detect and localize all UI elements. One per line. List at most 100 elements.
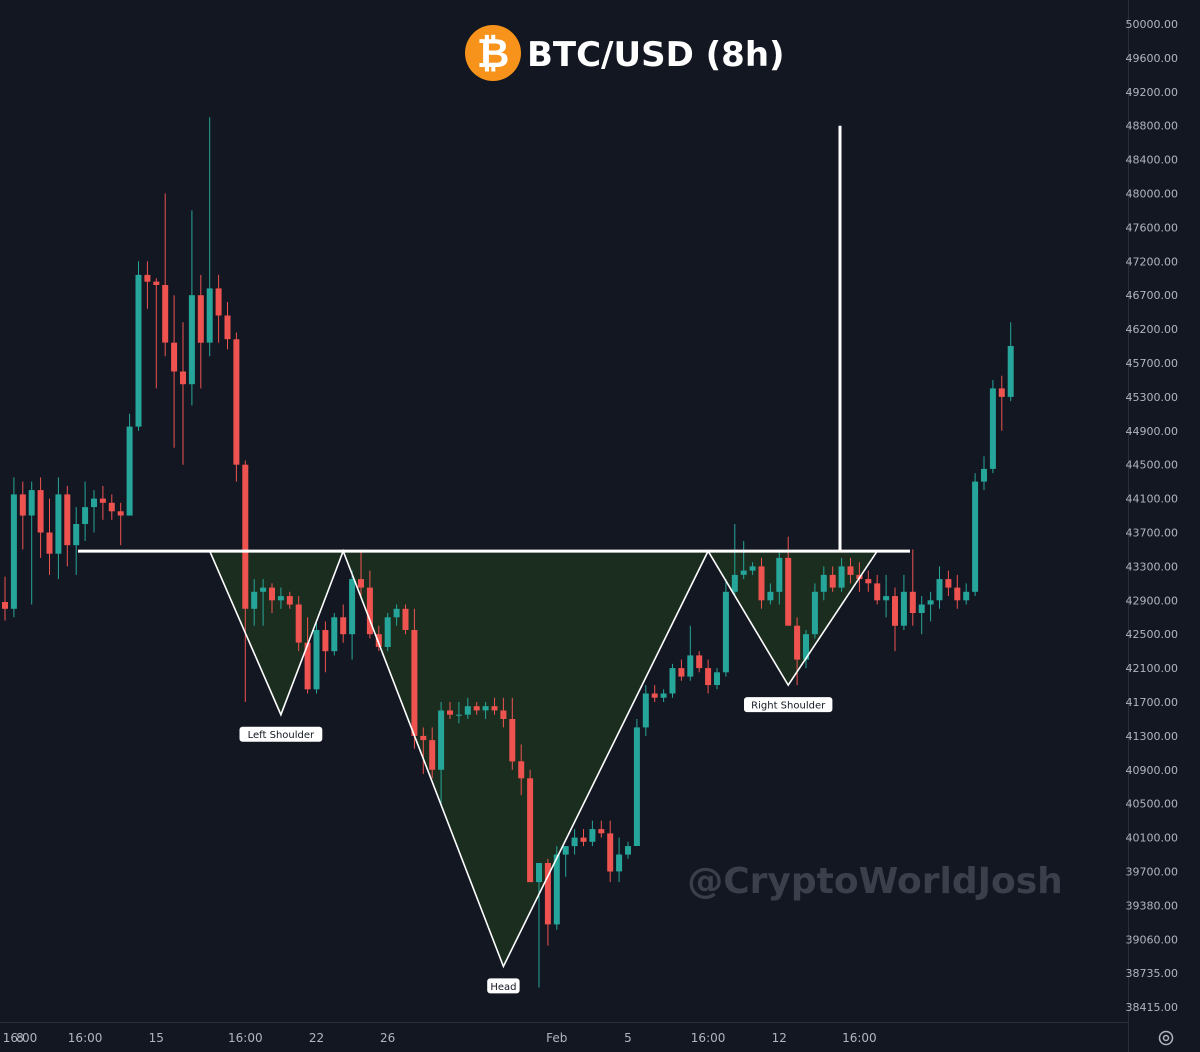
- price-tick-label: 45700.00: [1126, 357, 1179, 370]
- candle-body: [829, 574, 836, 588]
- candle-body: [936, 579, 943, 601]
- candle-body: [972, 481, 979, 592]
- candle-body: [55, 494, 62, 554]
- candle-body: [589, 829, 596, 842]
- candle-body: [945, 579, 952, 588]
- time-tick-label: 16:00: [3, 1031, 38, 1045]
- candle-body: [393, 608, 400, 618]
- time-tick-label: 15: [149, 1031, 164, 1045]
- annotation-layer: Left Shoulder Head Right Shoulder: [239, 697, 833, 994]
- price-tick-label: 40900.00: [1126, 764, 1179, 777]
- candle-body: [464, 706, 471, 715]
- price-tick-label: 44100.00: [1126, 493, 1179, 506]
- candle-body: [384, 617, 391, 647]
- price-tick-label: 42500.00: [1126, 628, 1179, 641]
- candle-body: [616, 854, 623, 872]
- candle-body: [509, 719, 516, 762]
- time-tick-label: 16:00: [68, 1031, 103, 1045]
- candle-body: [927, 600, 934, 605]
- candle-body: [117, 511, 124, 516]
- time-tick-label: 8: [16, 1031, 24, 1045]
- candle-body: [233, 339, 240, 465]
- candle-body: [918, 604, 925, 613]
- candle-body: [571, 837, 578, 847]
- price-tick-label: 44900.00: [1126, 425, 1179, 438]
- annotation-label-text: Right Shoulder: [751, 701, 826, 712]
- candle-body: [322, 630, 329, 652]
- time-tick-label: 26: [380, 1031, 395, 1045]
- bitcoin-icon: ₿: [465, 25, 521, 81]
- price-tick-label: 47200.00: [1126, 255, 1179, 268]
- candle-body: [642, 693, 649, 728]
- candle-body: [331, 617, 338, 652]
- price-tick-label: 41700.00: [1126, 696, 1179, 709]
- candle-body: [981, 468, 987, 482]
- chart-title: ₿ BTC/USD (8h): [465, 25, 785, 81]
- candle-body: [731, 574, 738, 592]
- price-tick-label: 45300.00: [1126, 391, 1179, 404]
- candle-body: [153, 281, 160, 285]
- annotation-label: Head: [487, 978, 520, 994]
- price-axis[interactable]: 50000.00 49600.00 49200.00 48800.00 48400.00…: [1126, 18, 1179, 1014]
- gear-icon[interactable]: [1158, 1030, 1174, 1046]
- candle-body: [402, 608, 409, 630]
- candle-body: [722, 591, 729, 673]
- annotation-label-text: Head: [490, 982, 516, 993]
- candle-body: [660, 693, 667, 698]
- candle-body: [242, 464, 249, 609]
- candle-body: [482, 706, 489, 711]
- candle-body: [669, 668, 676, 694]
- price-tick-label: 47600.00: [1126, 221, 1179, 234]
- candle-body: [19, 494, 26, 516]
- time-axis[interactable]: 16:008 16:00 15 16:00 22 26 Feb 5 16:00 12 16:00: [3, 1031, 877, 1045]
- candle-body: [447, 710, 453, 715]
- candle-body: [135, 274, 142, 427]
- candle-body: [1007, 346, 1014, 397]
- candle-body: [820, 574, 827, 592]
- candle-body: [607, 833, 614, 872]
- candle-body: [197, 295, 204, 343]
- candle-body: [625, 846, 631, 855]
- candle-body: [251, 591, 258, 609]
- candle-body: [776, 557, 783, 592]
- candle-body: [91, 498, 97, 508]
- price-tick-label: 46700.00: [1126, 289, 1179, 302]
- candle-body: [536, 863, 542, 883]
- candle-body: [455, 714, 462, 716]
- candle-body: [803, 634, 809, 660]
- candle-body: [411, 630, 418, 736]
- candle-body: [260, 587, 267, 592]
- watermark: @CryptoWorldJosh: [687, 861, 1063, 902]
- price-tick-label: 49600.00: [1126, 52, 1179, 65]
- price-tick-label: 42100.00: [1126, 662, 1179, 675]
- candle-body: [518, 761, 525, 779]
- candle-body: [206, 288, 213, 343]
- time-tick-label: 16:00: [228, 1031, 263, 1045]
- time-tick-label: Feb: [546, 1031, 567, 1045]
- candle-body: [73, 524, 80, 546]
- candle-body: [269, 587, 275, 601]
- candle-body: [215, 288, 222, 316]
- price-tick-label: 38415.00: [1126, 1001, 1179, 1014]
- annotation-label: Right Shoulder: [744, 697, 833, 713]
- candle-body: [633, 727, 640, 846]
- candle-body: [963, 591, 970, 601]
- price-tick-label: 39700.00: [1126, 866, 1179, 879]
- pattern-fill: [209, 551, 878, 967]
- candle-body: [598, 829, 605, 834]
- price-tick-label: 43700.00: [1126, 527, 1179, 540]
- candle-body: [28, 490, 35, 516]
- candle-body: [758, 566, 765, 601]
- candle-body: [366, 587, 373, 635]
- candle-body: [883, 596, 890, 601]
- candle-body: [10, 494, 17, 609]
- candle-body: [892, 596, 898, 626]
- candle-body: [767, 591, 774, 601]
- candle-body: [188, 295, 195, 385]
- candle-body: [847, 566, 854, 575]
- candle-body: [313, 630, 320, 690]
- time-tick-label: 16:00: [691, 1031, 726, 1045]
- candle-body: [46, 532, 53, 554]
- candle-body: [811, 591, 818, 635]
